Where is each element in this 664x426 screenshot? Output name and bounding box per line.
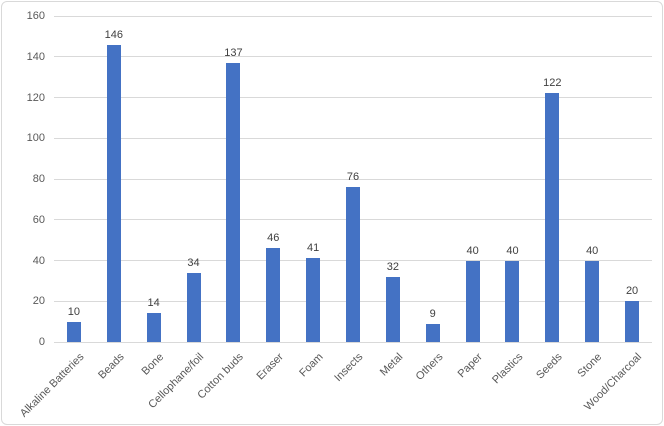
category-label: Insects — [332, 351, 366, 385]
y-tick-label: 60 — [32, 213, 45, 226]
category-label: Alkaline Batteries — [17, 351, 87, 420]
bar-value-label: 9 — [429, 307, 436, 320]
bar-value-label: 137 — [224, 46, 243, 59]
bar — [465, 260, 480, 342]
bar — [306, 258, 321, 342]
category-label: Eraser — [254, 351, 286, 383]
y-tick-label: 80 — [32, 173, 45, 185]
bar-value-label: 76 — [346, 171, 360, 184]
gridline — [54, 178, 652, 180]
bar-value-label: 40 — [506, 244, 519, 257]
x-axis-line — [54, 341, 652, 343]
category-label: Seeds — [534, 351, 565, 382]
bar-value-label: 34 — [187, 256, 200, 269]
bar-value-label: 46 — [267, 232, 280, 245]
bar-value-label: 10 — [67, 305, 81, 318]
bar-value-label: 14 — [147, 297, 160, 310]
gridline — [54, 97, 652, 98]
bar — [425, 323, 440, 342]
bar — [625, 301, 640, 342]
bar — [545, 93, 560, 342]
category-label: Plastics — [489, 351, 525, 387]
category-label: Beads — [95, 351, 127, 382]
bar — [186, 272, 201, 342]
category-label: Paper — [455, 351, 486, 381]
bar-value-label: 20 — [625, 285, 639, 298]
bar-value-label: 146 — [104, 28, 123, 41]
bar-value-label: 40 — [586, 244, 599, 257]
category-label: Metal — [377, 351, 406, 379]
bar — [266, 248, 281, 342]
category-label: Bone — [139, 351, 167, 378]
bar — [106, 44, 121, 342]
bar — [505, 260, 520, 342]
gridline — [54, 56, 652, 58]
y-tick-label: 120 — [26, 91, 45, 104]
bar-value-label: 32 — [386, 260, 399, 273]
bar — [385, 276, 400, 342]
y-tick-label: 160 — [26, 10, 45, 22]
category-label: Stone — [575, 351, 605, 380]
bar — [585, 260, 600, 342]
bar — [146, 313, 161, 342]
y-tick-label: 140 — [26, 50, 45, 63]
category-label: Foam — [297, 351, 326, 380]
y-tick-label: 100 — [26, 132, 45, 145]
bar-value-label: 122 — [543, 77, 562, 90]
gridline — [54, 15, 652, 17]
bar-value-label: 40 — [466, 244, 479, 257]
bar — [346, 187, 360, 342]
bar — [226, 62, 241, 342]
y-tick-label: 20 — [32, 295, 45, 308]
y-tick-label: 0 — [38, 336, 45, 348]
gridline — [54, 137, 652, 139]
bar-value-label: 41 — [307, 242, 320, 255]
bar — [66, 321, 81, 342]
y-tick-label: 40 — [32, 254, 45, 267]
category-label: Others — [413, 351, 446, 383]
